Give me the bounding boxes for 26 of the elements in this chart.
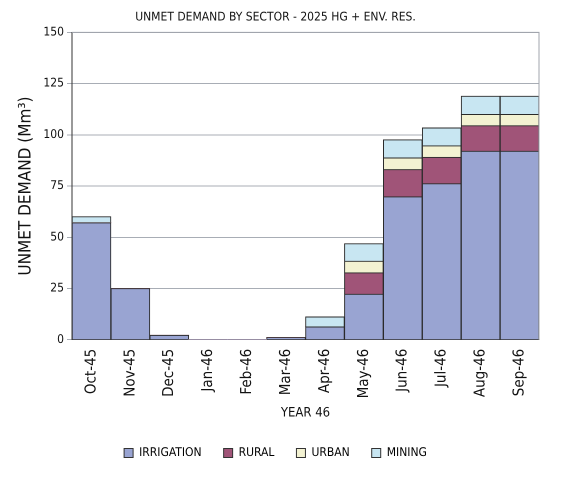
y-tick-label: 75 [50, 178, 64, 192]
y-tick-label: 125 [43, 76, 64, 90]
x-tick-label: Sep-46 [509, 348, 528, 396]
chart-title: UNMET DEMAND BY SECTOR - 2025 HG + ENV. RES. [135, 9, 416, 24]
x-axis-title: YEAR 46 [280, 406, 330, 421]
legend-label: URBAN [311, 445, 350, 460]
x-tick-label: May-46 [354, 348, 372, 398]
y-tick-label: 100 [43, 126, 64, 141]
y-tick-label: 0 [57, 332, 64, 346]
x-tick-label: Jul-46 [432, 348, 450, 388]
y-tick-label: 150 [43, 24, 64, 39]
x-tick-label: Aug-46 [470, 348, 489, 398]
x-tick-label: Mar-46 [276, 348, 294, 396]
legend-label: IRRIGATION [139, 445, 202, 460]
x-tick-label: Feb-46 [237, 348, 256, 395]
y-tick-label: 25 [50, 280, 64, 295]
x-tick-label: Apr-46 [314, 348, 333, 394]
y-axis-title: UNMET DEMAND (Mm³) [16, 96, 36, 276]
x-tick-label: Dec-45 [159, 348, 178, 397]
legend-label: RURAL [238, 445, 274, 460]
legend-label: MINING [386, 445, 427, 460]
x-tick-label: Nov-45 [120, 348, 138, 397]
x-tick-label: Oct-45 [81, 348, 100, 394]
x-tick-label: Jan-46 [198, 348, 216, 393]
y-tick-label: 50 [50, 229, 64, 244]
x-tick-label: Jun-46 [392, 348, 411, 393]
